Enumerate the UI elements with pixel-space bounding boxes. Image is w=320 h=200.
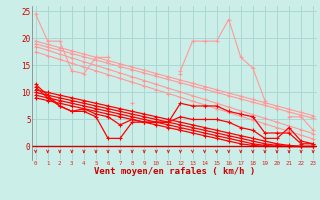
X-axis label: Vent moyen/en rafales ( km/h ): Vent moyen/en rafales ( km/h ) [94,167,255,176]
